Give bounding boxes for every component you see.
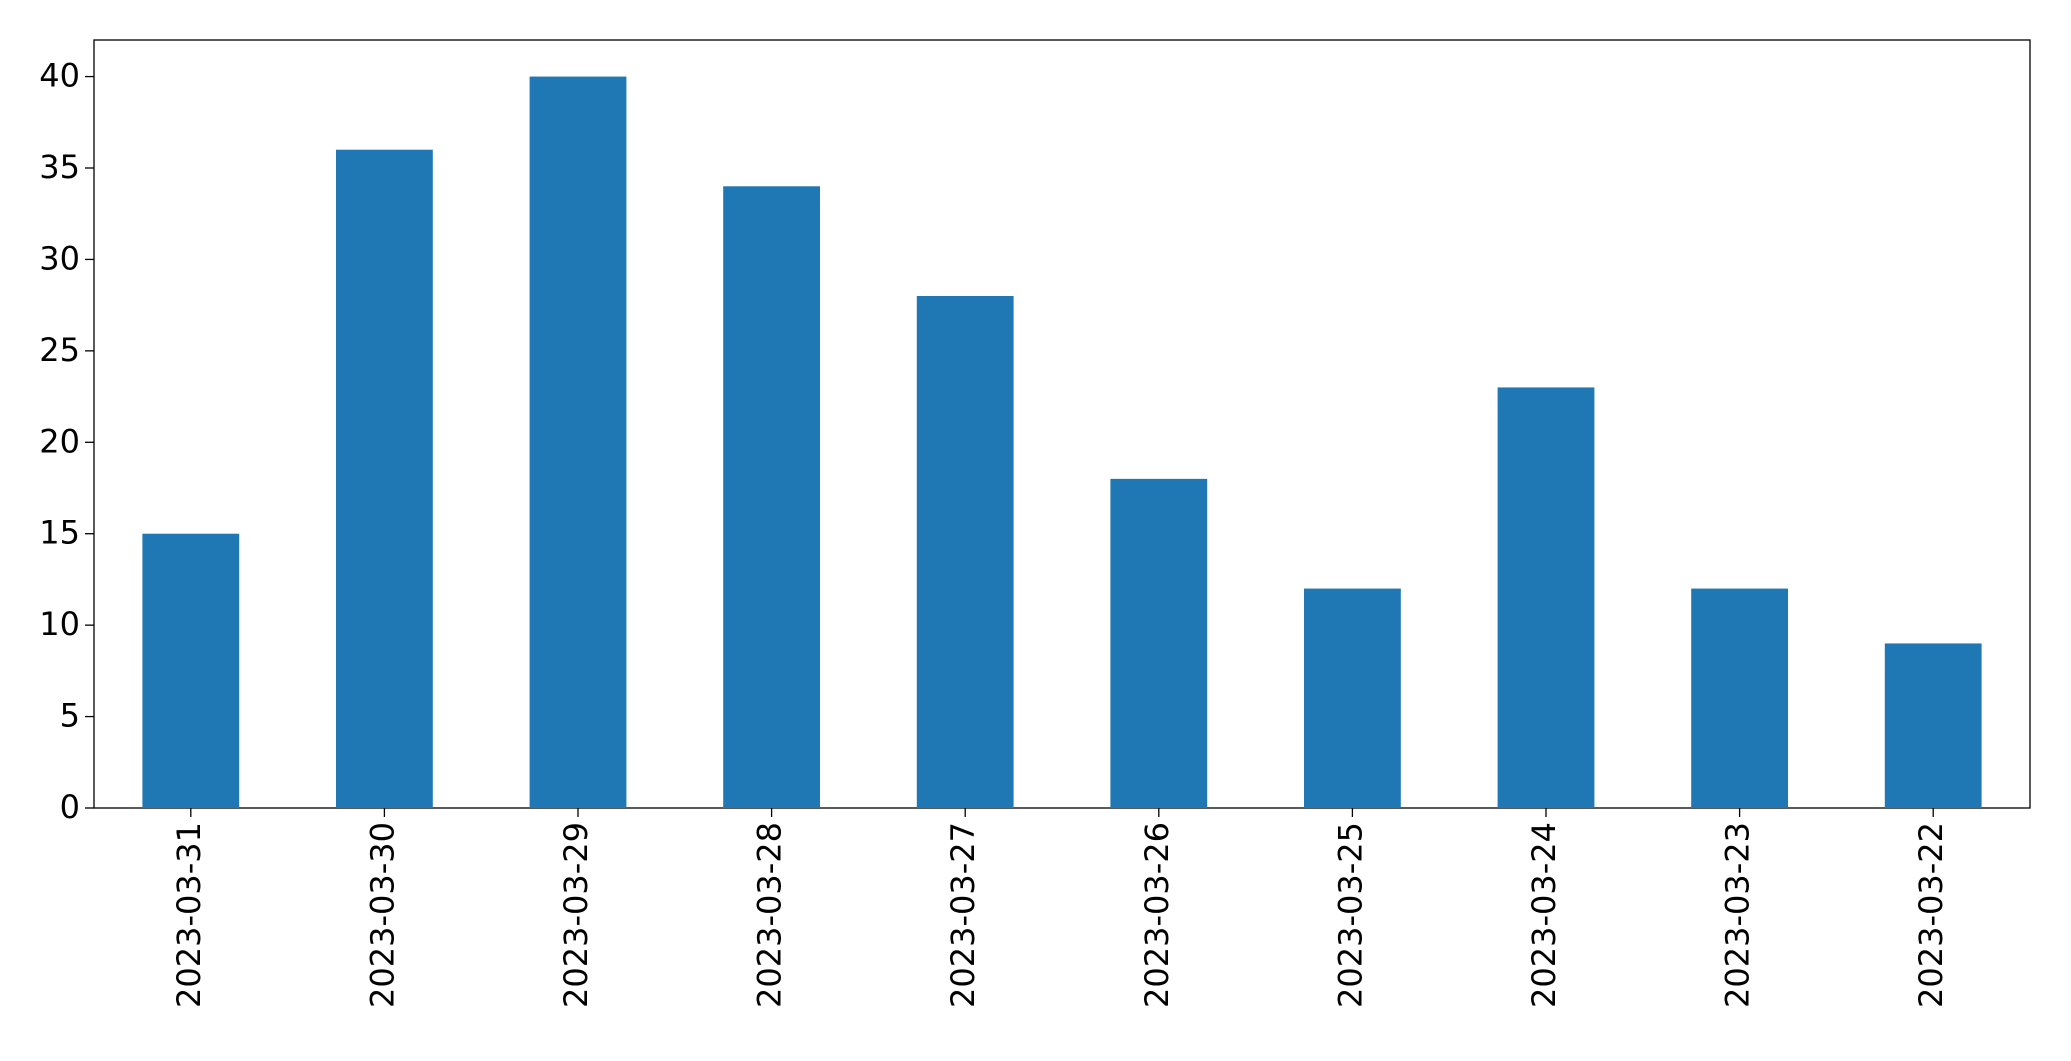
bar <box>1884 643 1982 808</box>
bar <box>142 533 240 808</box>
y-tick-label: 30 <box>39 239 80 277</box>
x-tick-label: 2023-03-31 <box>170 822 208 1008</box>
y-tick-label: 25 <box>39 331 80 369</box>
bar <box>529 76 627 809</box>
axes-frame <box>93 39 2031 809</box>
bar <box>1110 478 1208 808</box>
y-tick-label: 15 <box>39 514 80 552</box>
bar <box>1304 588 1401 808</box>
x-tick-label: 2023-03-26 <box>1138 822 1176 1008</box>
bar <box>916 296 1014 808</box>
y-tick-label: 5 <box>60 697 80 735</box>
x-tick-label: 2023-03-23 <box>1719 822 1757 1008</box>
y-tick-label: 40 <box>39 57 80 95</box>
x-tick-label: 2023-03-30 <box>363 822 401 1008</box>
bar <box>723 186 820 809</box>
x-tick-label: 2023-03-22 <box>1912 822 1950 1008</box>
bar <box>336 149 433 808</box>
x-tick-label: 2023-03-27 <box>944 822 982 1008</box>
bar <box>1691 588 1788 808</box>
x-tick-label: 2023-03-25 <box>1331 822 1369 1008</box>
x-tick-label: 2023-03-29 <box>557 822 595 1008</box>
y-tick-label: 0 <box>60 788 80 826</box>
y-tick-label: 10 <box>39 605 80 643</box>
y-tick-label: 35 <box>39 148 80 186</box>
x-tick-label: 2023-03-28 <box>751 822 789 1008</box>
y-tick-label: 20 <box>39 422 80 460</box>
bar <box>1497 387 1595 808</box>
x-tick-label: 2023-03-24 <box>1525 822 1563 1008</box>
